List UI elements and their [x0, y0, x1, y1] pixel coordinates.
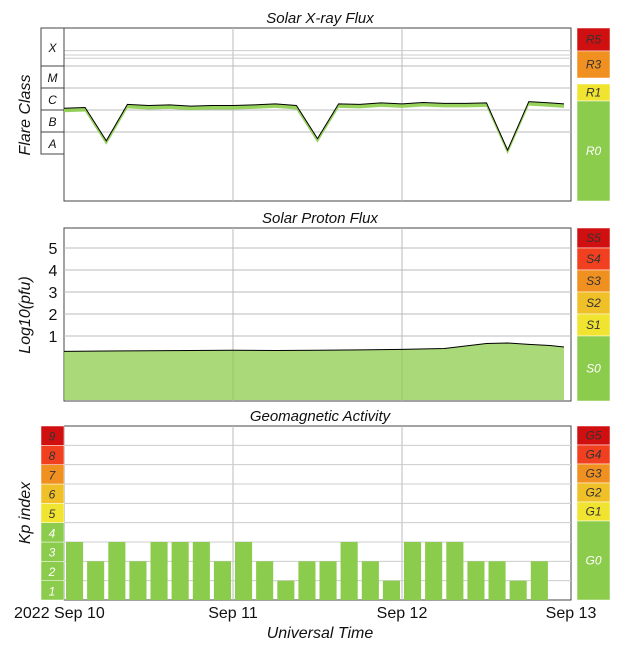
- kp-ytick-1: 1: [49, 584, 56, 598]
- proton-ytick-1: 1: [49, 329, 58, 346]
- scale-cell-R0: [576, 100, 611, 202]
- scale-label-S4: S4: [586, 252, 601, 266]
- scale-label-G1: G1: [585, 505, 601, 519]
- scale-cell-G0: [576, 520, 611, 601]
- scale-label-S1: S1: [586, 318, 601, 332]
- proton-series-area: [64, 343, 564, 400]
- kp-bar: [150, 542, 168, 600]
- proton-ytick-5: 5: [49, 241, 58, 258]
- xray-series-line: [63, 101, 565, 152]
- scale-label-R1: R1: [586, 86, 601, 100]
- kp-bar: [530, 561, 548, 600]
- kp-bar: [171, 542, 189, 600]
- kp-ytick-7: 7: [49, 468, 57, 482]
- xray-class-label-B: B: [48, 115, 56, 129]
- xray-class-label-C: C: [48, 93, 57, 107]
- kp-bar: [361, 561, 379, 600]
- kp-bar: [319, 561, 337, 600]
- kp-bar: [235, 542, 253, 600]
- kp-ytick-2: 2: [48, 565, 56, 579]
- xray-class-label-M: M: [48, 71, 58, 85]
- kp-ytick-6: 6: [49, 488, 56, 502]
- kp-bar: [87, 561, 105, 600]
- scale-cell-S0: [576, 335, 611, 402]
- scale-label-G3: G3: [585, 467, 601, 481]
- proton-title: Solar Proton Flux: [262, 210, 378, 227]
- kp-bar: [467, 561, 485, 600]
- kp-bar: [340, 542, 358, 600]
- proton-series-line: [63, 342, 565, 352]
- scale-label-G0: G0: [585, 554, 601, 568]
- kp-title: Geomagnetic Activity: [250, 408, 392, 425]
- scale-label-R0: R0: [586, 144, 602, 158]
- x-tick-label: Sep 13: [546, 605, 597, 622]
- kp-bar: [382, 580, 400, 600]
- scale-cell-R3: [576, 50, 611, 79]
- x-axis-title: Universal Time: [267, 625, 374, 642]
- kp-bar: [404, 542, 422, 600]
- kp-bar: [277, 580, 295, 600]
- xray-class-label-A: A: [47, 137, 56, 151]
- kp-bar: [192, 542, 210, 600]
- xray-class-label-X: X: [47, 41, 57, 55]
- scale-label-S2: S2: [586, 296, 601, 310]
- kp-ytick-8: 8: [49, 449, 56, 463]
- proton-ytick-4: 4: [49, 263, 58, 280]
- scale-label-G4: G4: [585, 448, 601, 462]
- x-tick-label: 2022 Sep 10: [14, 605, 105, 622]
- kp-ytick-9: 9: [49, 430, 56, 444]
- kp-bar: [213, 561, 231, 600]
- scale-label-S0: S0: [586, 362, 601, 376]
- kp-bar: [446, 542, 464, 600]
- proton-ytick-2: 2: [49, 307, 58, 324]
- scale-label-S3: S3: [586, 274, 601, 288]
- xray-ylabel: Flare Class: [17, 75, 34, 156]
- kp-bar: [66, 542, 84, 600]
- kp-bar: [256, 561, 274, 600]
- scale-label-R3: R3: [586, 58, 602, 72]
- xray-plot-frame: [63, 27, 572, 202]
- kp-level-cell-9: [40, 425, 65, 446]
- xray-class-box-A: [40, 131, 65, 155]
- kp-ylabel: Kp index: [17, 481, 34, 544]
- kp-ytick-5: 5: [49, 507, 56, 521]
- kp-ytick-3: 3: [49, 546, 56, 560]
- proton-ylabel: Log10(pfu): [17, 276, 34, 353]
- scale-label-S5: S5: [586, 231, 601, 245]
- x-tick-label: Sep 11: [208, 605, 258, 622]
- kp-bar: [129, 561, 147, 600]
- x-tick-label: Sep 12: [377, 605, 428, 622]
- xray-title: Solar X-ray Flux: [266, 10, 374, 27]
- scale-label-G2: G2: [585, 486, 601, 500]
- kp-bar: [108, 542, 126, 600]
- kp-bar: [425, 542, 443, 600]
- scale-label-G5: G5: [585, 429, 601, 443]
- kp-bar: [298, 561, 316, 600]
- kp-bar: [488, 561, 506, 600]
- kp-bar: [509, 580, 527, 600]
- scale-label-R5: R5: [586, 33, 602, 47]
- kp-ytick-4: 4: [49, 526, 56, 540]
- proton-ytick-3: 3: [49, 285, 58, 302]
